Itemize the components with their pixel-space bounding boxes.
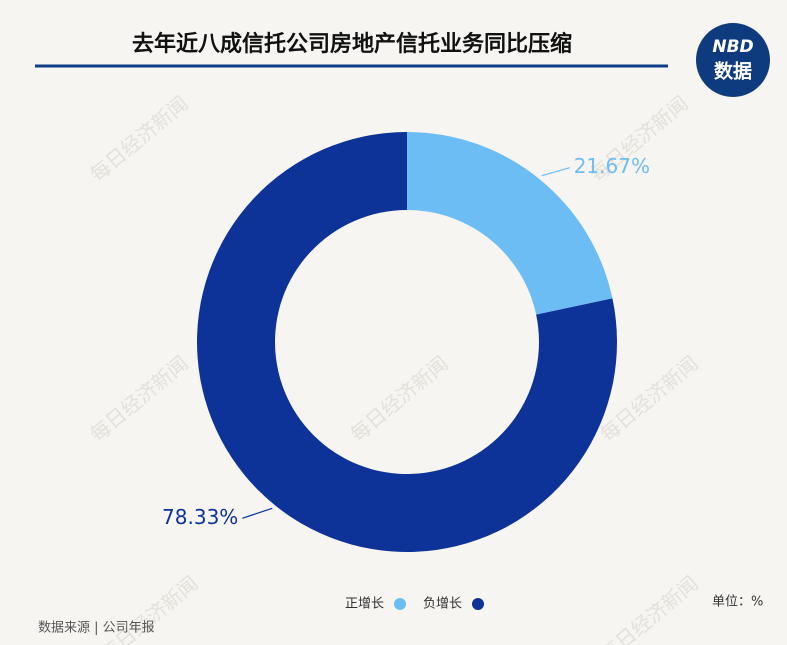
chart-title: 去年近八成信托公司房地产信托业务同比压缩	[132, 31, 572, 57]
legend-label: 正增长	[345, 597, 384, 612]
logo	[696, 23, 770, 97]
legend-swatch	[394, 598, 406, 610]
logo-bottom: 数据	[714, 60, 752, 83]
legend-swatch	[472, 598, 484, 610]
logo-top: NBD	[712, 37, 753, 57]
leader-line	[541, 167, 570, 177]
source: 数据来源 | 公司年报	[38, 621, 155, 636]
unit: 单位：%	[712, 595, 763, 610]
data-label: 21.67%	[574, 154, 650, 178]
legend-label: 负增长	[423, 597, 462, 612]
donut-slice	[407, 132, 613, 315]
leader-line	[242, 507, 273, 519]
data-label: 78.33%	[162, 505, 238, 529]
donut-slice	[197, 132, 618, 553]
